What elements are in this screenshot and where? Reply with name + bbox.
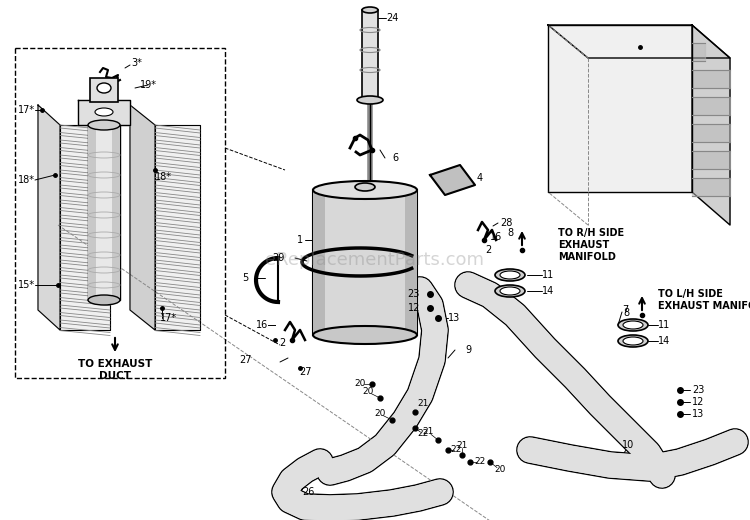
- Text: 6: 6: [392, 153, 398, 163]
- Text: 13: 13: [448, 313, 460, 323]
- Bar: [405, 190, 417, 335]
- Polygon shape: [548, 25, 692, 192]
- Ellipse shape: [618, 335, 648, 347]
- Ellipse shape: [95, 108, 113, 116]
- Text: TO L/H SIDE
EXHAUST MANIFOLD: TO L/H SIDE EXHAUST MANIFOLD: [658, 289, 750, 311]
- Text: 17*: 17*: [160, 313, 177, 323]
- Text: 13: 13: [692, 409, 704, 419]
- Text: 16: 16: [256, 320, 268, 330]
- Polygon shape: [78, 100, 130, 125]
- Text: 11: 11: [542, 270, 554, 280]
- Polygon shape: [692, 97, 730, 115]
- Polygon shape: [60, 125, 110, 330]
- Ellipse shape: [313, 326, 417, 344]
- Bar: [313, 190, 325, 335]
- Polygon shape: [692, 178, 730, 196]
- Polygon shape: [155, 125, 200, 330]
- Polygon shape: [548, 25, 730, 58]
- Polygon shape: [692, 25, 730, 225]
- Ellipse shape: [355, 183, 375, 191]
- Text: 4: 4: [477, 173, 483, 183]
- Ellipse shape: [313, 181, 417, 199]
- Text: 1: 1: [297, 235, 303, 245]
- Text: 16: 16: [490, 232, 502, 242]
- Text: 18*: 18*: [155, 172, 172, 182]
- Text: 22: 22: [474, 458, 486, 466]
- Text: 12: 12: [692, 397, 704, 407]
- Text: 10: 10: [622, 440, 634, 450]
- Text: 20: 20: [374, 410, 386, 419]
- Bar: [15, 48, 225, 378]
- Text: 19*: 19*: [140, 80, 157, 90]
- Text: TO EXHAUST
DUCT: TO EXHAUST DUCT: [78, 359, 152, 381]
- Text: 8: 8: [508, 228, 514, 238]
- Ellipse shape: [500, 287, 520, 295]
- Bar: [112, 125, 120, 300]
- Polygon shape: [692, 43, 706, 61]
- Ellipse shape: [88, 120, 120, 130]
- Text: 15*: 15*: [18, 280, 35, 290]
- Text: 21: 21: [422, 427, 433, 436]
- Bar: [90, 78, 118, 102]
- Ellipse shape: [97, 83, 111, 93]
- Bar: [88, 125, 96, 300]
- Text: 5: 5: [242, 273, 248, 283]
- Text: 23: 23: [408, 289, 420, 299]
- Text: 20: 20: [362, 387, 374, 396]
- Text: 23: 23: [692, 385, 704, 395]
- Polygon shape: [430, 165, 475, 195]
- Text: 28: 28: [500, 218, 512, 228]
- Text: 27: 27: [239, 355, 252, 365]
- Text: 8: 8: [624, 308, 630, 318]
- Ellipse shape: [495, 269, 525, 281]
- Text: 26: 26: [302, 487, 314, 497]
- Ellipse shape: [495, 285, 525, 297]
- Text: TO R/H SIDE
EXHAUST
MANIFOLD: TO R/H SIDE EXHAUST MANIFOLD: [558, 228, 624, 262]
- Polygon shape: [692, 151, 730, 169]
- Text: 2: 2: [484, 245, 491, 255]
- Ellipse shape: [88, 295, 120, 305]
- Text: 14: 14: [542, 286, 554, 296]
- Text: 11: 11: [658, 320, 670, 330]
- Ellipse shape: [618, 319, 648, 331]
- Text: 3*: 3*: [131, 58, 142, 68]
- Ellipse shape: [357, 96, 383, 104]
- Text: 7: 7: [622, 305, 628, 315]
- Polygon shape: [38, 105, 60, 330]
- Bar: [362, 10, 378, 100]
- Text: 24: 24: [386, 13, 398, 23]
- Ellipse shape: [362, 97, 378, 103]
- Text: 18*: 18*: [18, 175, 35, 185]
- Text: 29: 29: [273, 253, 285, 263]
- Ellipse shape: [623, 321, 643, 329]
- Polygon shape: [692, 70, 730, 88]
- Ellipse shape: [623, 337, 643, 345]
- Text: 22: 22: [450, 446, 461, 454]
- Polygon shape: [692, 124, 730, 142]
- Ellipse shape: [362, 7, 378, 13]
- Text: eReplacementParts.com: eReplacementParts.com: [266, 251, 484, 269]
- Text: 20: 20: [494, 465, 506, 474]
- Polygon shape: [130, 105, 155, 330]
- Text: 9: 9: [465, 345, 471, 355]
- Text: 22: 22: [417, 430, 429, 438]
- Bar: [313, 190, 417, 335]
- Text: 27: 27: [298, 367, 311, 377]
- Text: 21: 21: [417, 399, 429, 409]
- Text: 12: 12: [408, 303, 420, 313]
- Text: 20: 20: [354, 380, 366, 388]
- Text: 21: 21: [456, 440, 468, 449]
- Text: 2: 2: [279, 338, 285, 348]
- Ellipse shape: [500, 271, 520, 279]
- Text: 17*: 17*: [18, 105, 35, 115]
- Text: 14: 14: [658, 336, 670, 346]
- Bar: [88, 125, 120, 300]
